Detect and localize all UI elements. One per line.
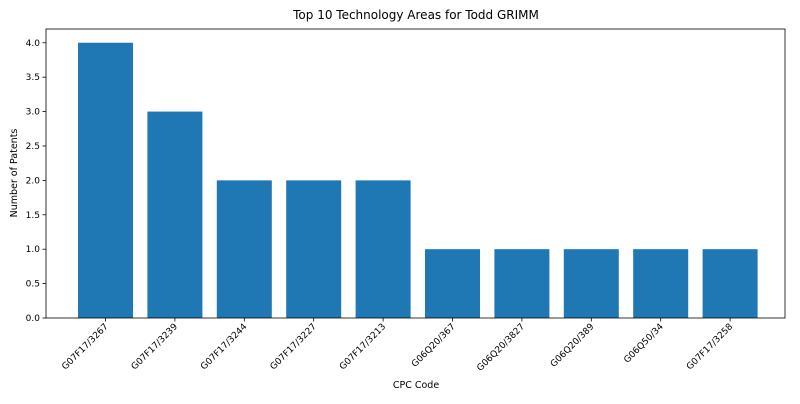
x-tick-label-4: G07F17/3213 xyxy=(338,322,388,372)
bar-2 xyxy=(217,180,272,318)
bar-1 xyxy=(147,112,202,318)
chart-title: Top 10 Technology Areas for Todd GRIMM xyxy=(292,8,539,22)
bar-4 xyxy=(356,180,411,318)
x-tick-label-2: G07F17/3244 xyxy=(199,322,249,372)
y-tick-label-2: 1.0 xyxy=(26,245,41,255)
bar-8 xyxy=(633,249,688,318)
y-tick-label-8: 4.0 xyxy=(26,39,41,49)
y-tick-label-3: 1.5 xyxy=(26,211,40,221)
x-tick-label-6: G06Q20/3827 xyxy=(475,322,527,374)
x-tick-label-5: G06Q20/367 xyxy=(410,322,458,370)
x-tick-label-0: G07F17/3267 xyxy=(60,322,110,372)
bars-layer xyxy=(78,43,758,318)
bar-0 xyxy=(78,43,133,318)
x-tick-label-9: G07F17/3258 xyxy=(685,322,735,372)
bar-5 xyxy=(425,249,480,318)
x-axis-label: CPC Code xyxy=(393,380,439,391)
bar-9 xyxy=(703,249,758,318)
y-tick-label-7: 3.5 xyxy=(26,73,40,83)
bar-3 xyxy=(286,180,341,318)
y-tick-label-0: 0.0 xyxy=(26,314,41,324)
x-tick-label-7: G06Q20/389 xyxy=(549,322,597,370)
x-tick-label-1: G07F17/3239 xyxy=(130,322,180,372)
x-tick-label-3: G07F17/3227 xyxy=(269,322,319,372)
y-tick-label-6: 3.0 xyxy=(26,108,41,118)
bar-6 xyxy=(494,249,549,318)
y-tick-label-1: 0.5 xyxy=(26,280,40,290)
y-axis-ticks: 0.0 0.5 1.0 1.5 2.0 2.5 3.0 3.5 4.0 xyxy=(26,39,46,324)
x-tick-label-8: G06Q50/34 xyxy=(622,322,666,366)
y-tick-label-4: 2.0 xyxy=(26,176,41,186)
y-tick-label-5: 2.5 xyxy=(26,142,40,152)
x-axis-ticks: G07F17/3267 G07F17/3239 G07F17/3244 G07F17/… xyxy=(60,318,735,374)
y-axis-label: Number of Patents xyxy=(9,129,20,218)
bar-7 xyxy=(564,249,619,318)
